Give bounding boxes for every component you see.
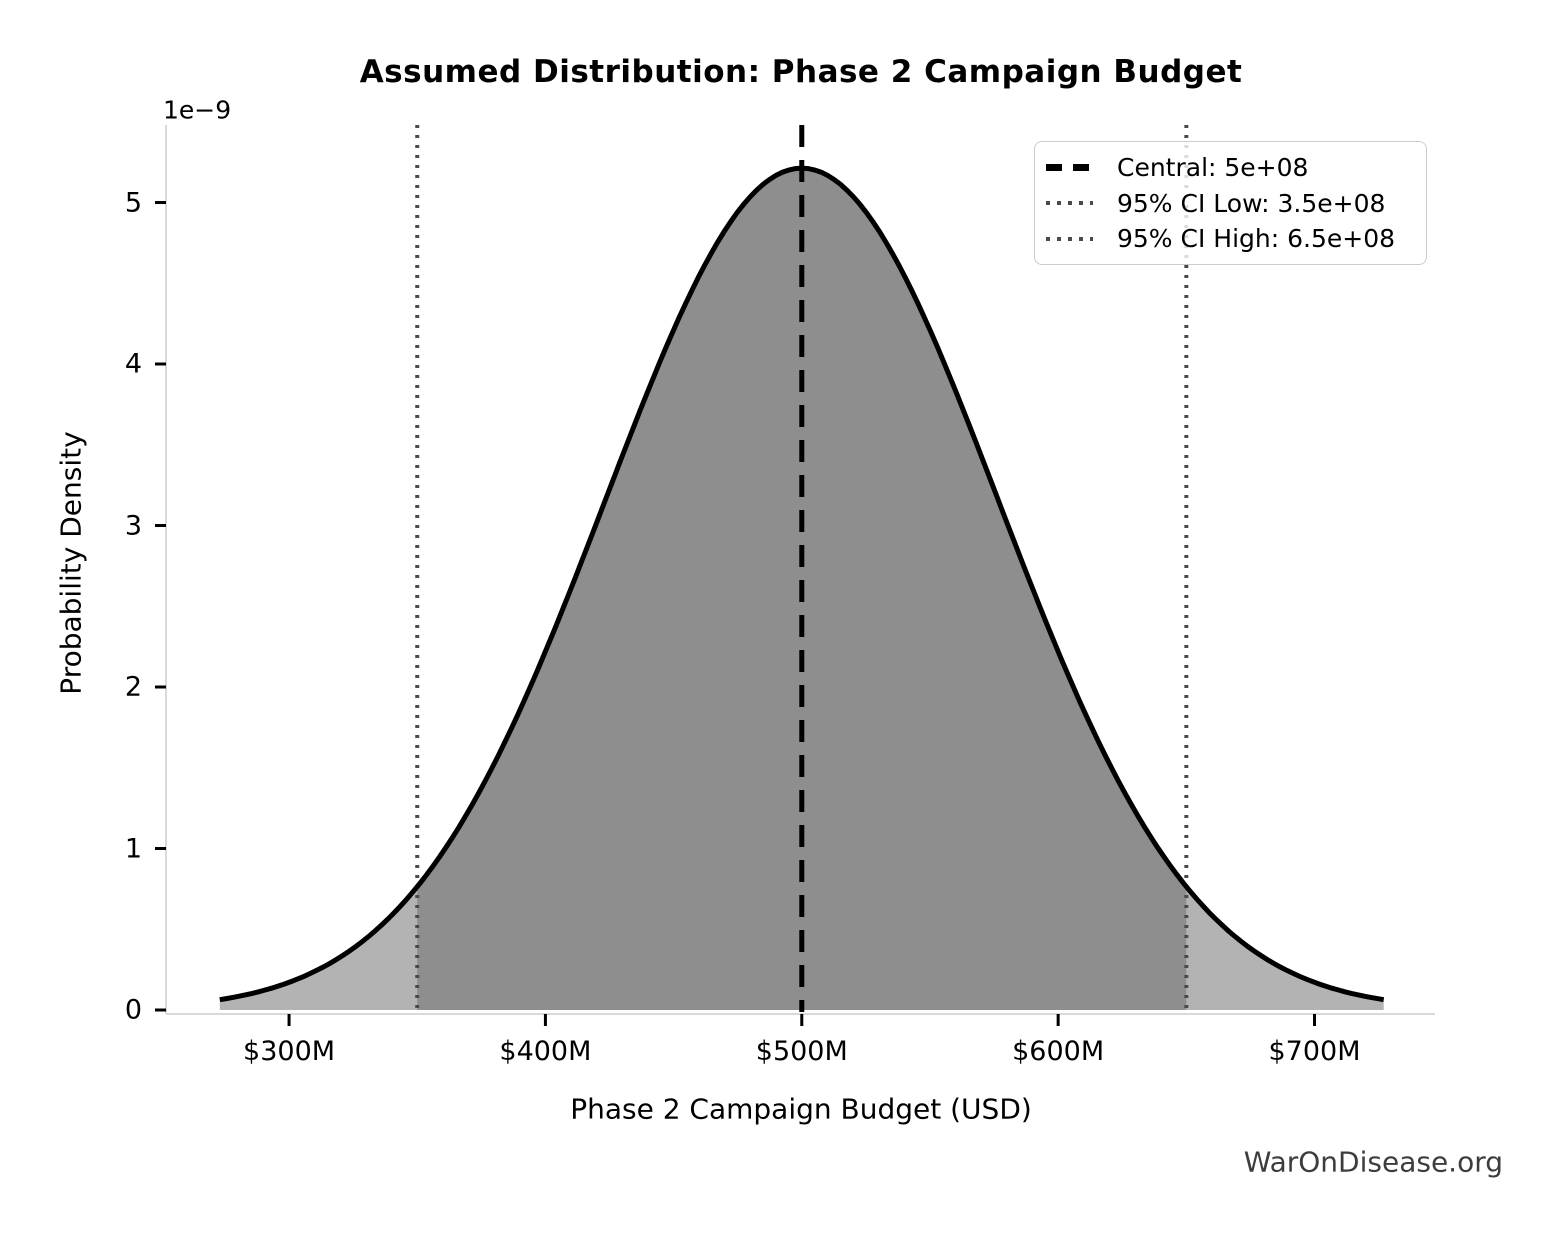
y-tick-label: 4 bbox=[124, 348, 142, 380]
dashed-line-icon bbox=[1046, 163, 1093, 171]
x-tick-label: $600M bbox=[1012, 1036, 1105, 1067]
legend-label-central: Central: 5e+08 bbox=[1117, 152, 1309, 182]
dotted-line-icon bbox=[1046, 236, 1093, 241]
dotted-line-icon bbox=[1046, 201, 1093, 205]
x-tick-label: $700M bbox=[1268, 1036, 1361, 1067]
y-tick-label: 1 bbox=[124, 833, 142, 864]
y-tick-label: 2 bbox=[124, 671, 142, 703]
legend: Central: 5e+08 95% CI Low: 3.5e+08 95% C… bbox=[1034, 141, 1427, 265]
x-tick-label: $500M bbox=[755, 1036, 848, 1067]
x-axis-label: Phase 2 Campaign Budget (USD) bbox=[570, 1092, 1032, 1126]
y-tick-label: 3 bbox=[124, 510, 142, 541]
legend-row-ci-low: 95% CI Low: 3.5e+08 bbox=[1035, 189, 1426, 218]
y-tick-label: 0 bbox=[124, 994, 142, 1026]
chart-title: Assumed Distribution: Phase 2 Campaign B… bbox=[359, 54, 1243, 90]
legend-row-ci-high: 95% CI High: 6.5e+08 bbox=[1035, 224, 1426, 253]
x-tick-label: $400M bbox=[499, 1036, 592, 1067]
legend-row-central: Central: 5e+08 bbox=[1035, 153, 1426, 182]
y-axis-offset-text: 1e−9 bbox=[163, 95, 232, 125]
legend-label-ci-high: 95% CI High: 6.5e+08 bbox=[1117, 224, 1396, 254]
watermark: WarOnDisease.org bbox=[1243, 1145, 1503, 1179]
x-tick-label: $300M bbox=[243, 1036, 336, 1067]
y-axis-label: Probability Density bbox=[54, 431, 88, 695]
y-tick-label: 5 bbox=[124, 187, 142, 219]
legend-label-ci-low: 95% CI Low: 3.5e+08 bbox=[1117, 188, 1386, 218]
